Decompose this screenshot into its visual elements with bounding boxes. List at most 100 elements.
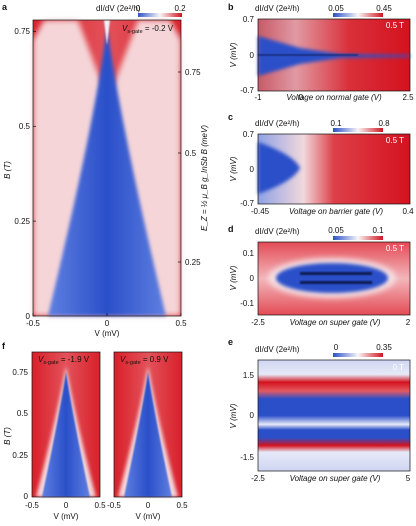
panel-f-ytick-2: 0.5 bbox=[17, 409, 29, 418]
panel-c-xtick-2: 0.4 bbox=[402, 207, 414, 216]
panel-b-x-axis: -1 0 2.5 Voltage on normal gate (V) bbox=[254, 93, 414, 102]
panel-e-x-axis: -2.5 5 Voltage on super gate (V) bbox=[251, 474, 411, 483]
panel-a-xtick-0: -0.5 bbox=[26, 319, 40, 328]
panel-f-ytick-1: 0.25 bbox=[12, 451, 28, 460]
panel-d-heatmap bbox=[257, 241, 411, 316]
panel-d-ytick-min: -0.1 bbox=[240, 299, 254, 308]
panel-f-subpanel-1-xlabel: V (mV) bbox=[54, 512, 79, 521]
panel-e-xlabel: Voltage on super gate (V) bbox=[290, 474, 381, 483]
panel-f-y-axis: 0 0.25 0.5 0.75 B (T) bbox=[3, 368, 29, 501]
panel-f-subpanel-2: Vs-gate = 0.9 V -0.5 0 0.5 V (mV) bbox=[107, 351, 188, 521]
panel-f-subpanel-1-xtick-2: 0.5 bbox=[94, 501, 106, 510]
panel-e-xtick-0: -2.5 bbox=[251, 474, 265, 483]
panel-a: a dI/dV (2e²/h) 0 0.2 Vs-gate = -0.2 V 0… bbox=[2, 2, 209, 338]
panel-b-heatmap bbox=[257, 18, 411, 92]
panel-f-subpanel-1: Vs-gate = -1.9 V -0.5 0 0.5 V (mV) bbox=[25, 351, 106, 521]
panel-f-subpanel-2-xtick-2: 0.5 bbox=[176, 501, 188, 510]
panel-f-label: f bbox=[2, 341, 6, 351]
panel-f-subpanel-2-xlabel: V (mV) bbox=[136, 512, 161, 521]
panel-f-subpanel-2-xtick-1: 0 bbox=[146, 501, 151, 510]
panel-c-y-axis: 0.7 0 -0.7 V (mV) bbox=[229, 130, 255, 208]
panel-c-heatmap bbox=[257, 133, 411, 205]
panel-a-colorbar-tick-min: 0 bbox=[136, 4, 141, 13]
panel-d-xtick-0: -2.5 bbox=[251, 318, 265, 327]
panel-a-colorbar: dI/dV (2e²/h) 0 0.2 bbox=[96, 4, 186, 17]
panel-c-x-axis: -0.45 0.4 Voltage on barrier gate (V) bbox=[251, 207, 414, 216]
panel-b-colorbar-tick-max: 0.45 bbox=[376, 4, 392, 13]
panel-d-label: d bbox=[228, 224, 234, 234]
panel-e-ylabel: V (mV) bbox=[229, 403, 238, 428]
panel-e-colorbar: dI/dV (2e²/h) 0 0.35 bbox=[255, 343, 392, 357]
panel-d-y-axis: 0.1 0 -0.1 V (mV) bbox=[229, 249, 255, 308]
panel-f-ytick-3: 0.75 bbox=[12, 368, 28, 377]
panel-d: d dI/dV (2e²/h) 0.05 0.1 0.5 T 0.1 0 -0.… bbox=[228, 224, 411, 327]
panel-d-ytick-zero: 0 bbox=[250, 274, 255, 283]
panel-e-heatmap bbox=[257, 359, 411, 472]
panel-a-ytick-3: 0.75 bbox=[14, 27, 30, 36]
panel-a-ytick-0: 0 bbox=[26, 312, 31, 321]
panel-b-colorbar-title: dI/dV (2e²/h) bbox=[255, 4, 300, 13]
panel-d-colorbar-title: dI/dV (2e²/h) bbox=[255, 227, 300, 236]
panel-d-field: 0.5 T bbox=[386, 244, 404, 253]
panel-d-colorbar: dI/dV (2e²/h) 0.05 0.1 bbox=[255, 226, 384, 240]
panel-a-right-ytick-0: 0.25 bbox=[185, 258, 201, 267]
panel-d-xtick-2: 2 bbox=[406, 318, 411, 327]
panel-b-field: 0.5 T bbox=[386, 21, 404, 30]
panel-d-ytick-max: 0.1 bbox=[243, 249, 255, 258]
panel-f-subpanel-2-annotation: Vs-gate = 0.9 V bbox=[120, 355, 169, 366]
panel-b-xtick-0: -1 bbox=[254, 93, 262, 102]
panel-f-subpanel-2-xtick-0: -0.5 bbox=[107, 501, 121, 510]
panel-e-colorbar-bar bbox=[333, 353, 383, 357]
panel-a-right-ytick-1: 0.5 bbox=[185, 149, 197, 158]
panel-e-colorbar-tick-max: 0.35 bbox=[376, 343, 392, 352]
panel-b-ylabel: V (mV) bbox=[229, 42, 238, 67]
panel-e-colorbar-title: dI/dV (2e²/h) bbox=[255, 345, 300, 354]
panel-e-ytick-zero: 0 bbox=[250, 411, 255, 420]
panel-f-ylabel: B (T) bbox=[3, 427, 12, 445]
panel-b-ytick-zero: 0 bbox=[250, 51, 255, 60]
panel-b-xlabel: Voltage on normal gate (V) bbox=[286, 93, 382, 102]
panel-a-label: a bbox=[2, 2, 8, 12]
panel-a-ylabel: B (T) bbox=[3, 161, 12, 179]
panel-a-right-ylabel: E_Z = ½ μ_B g_InSb B (meV) bbox=[200, 125, 209, 231]
panel-a-colorbar-tick-max: 0.2 bbox=[174, 4, 186, 13]
panel-d-colorbar-tick-max: 0.1 bbox=[372, 226, 384, 235]
panel-c-ylabel: V (mV) bbox=[229, 156, 238, 181]
panel-b: b dI/dV (2e²/h) 0.05 0.45 0.5 T 0.7 0 -0… bbox=[228, 2, 414, 102]
panel-c-xtick-0: -0.45 bbox=[251, 207, 270, 216]
panel-c-ytick-zero: 0 bbox=[250, 165, 255, 174]
panel-f-subpanel-1-xtick-0: -0.5 bbox=[25, 501, 39, 510]
panel-a-heatmap bbox=[32, 19, 182, 317]
panel-d-ylabel: V (mV) bbox=[229, 265, 238, 290]
panel-b-label: b bbox=[228, 2, 234, 12]
panel-c-ytick-max: 0.7 bbox=[243, 130, 255, 139]
panel-e-colorbar-tick-min: 0 bbox=[334, 343, 339, 352]
panel-a-ytick-2: 0.5 bbox=[19, 122, 31, 131]
panel-b-ytick-min: -0.7 bbox=[240, 86, 254, 95]
panel-c-colorbar-tick-max: 0.8 bbox=[378, 119, 390, 128]
panel-c-colorbar-tick-min: 0.1 bbox=[330, 119, 342, 128]
panel-e-field: 0 T bbox=[393, 363, 405, 372]
panel-e: e dI/dV (2e²/h) 0 0.35 0 T 1.5 0 -1.5 V … bbox=[228, 337, 411, 483]
panel-c-colorbar: dI/dV (2e²/h) 0.1 0.8 bbox=[255, 119, 390, 132]
panel-e-y-axis: 1.5 0 -1.5 V (mV) bbox=[229, 371, 255, 462]
panel-c-colorbar-bar bbox=[333, 128, 383, 132]
panel-a-ytick-1: 0.25 bbox=[14, 217, 30, 226]
panel-c-xlabel: Voltage on barrier gate (V) bbox=[289, 207, 383, 216]
panel-b-xtick-2: 2.5 bbox=[402, 93, 414, 102]
panel-f-subpanel-1-annotation: Vs-gate = -1.9 V bbox=[38, 355, 90, 366]
panel-e-label: e bbox=[228, 337, 233, 347]
panel-c-label: c bbox=[228, 112, 233, 122]
panel-b-xtick-1: 0 bbox=[299, 93, 304, 102]
panel-b-colorbar: dI/dV (2e²/h) 0.05 0.45 bbox=[255, 4, 392, 17]
panel-f-ytick-0: 0 bbox=[24, 492, 29, 501]
panel-a-colorbar-title: dI/dV (2e²/h) bbox=[96, 4, 141, 13]
panel-b-ytick-max: 0.7 bbox=[243, 15, 255, 24]
panel-f: f 0 0.25 0.5 0.75 B (T) Vs-gate = -1.9 V… bbox=[2, 341, 188, 521]
panel-a-y-axis: 0 0.25 0.5 0.75 B (T) bbox=[3, 27, 36, 321]
panel-e-ytick-min: -1.5 bbox=[240, 453, 254, 462]
panel-d-colorbar-bar bbox=[333, 236, 383, 240]
panel-b-y-axis: 0.7 0 -0.7 V (mV) bbox=[229, 15, 255, 95]
panel-a-x-axis: -0.5 0 0.5 V (mV) bbox=[26, 313, 187, 338]
